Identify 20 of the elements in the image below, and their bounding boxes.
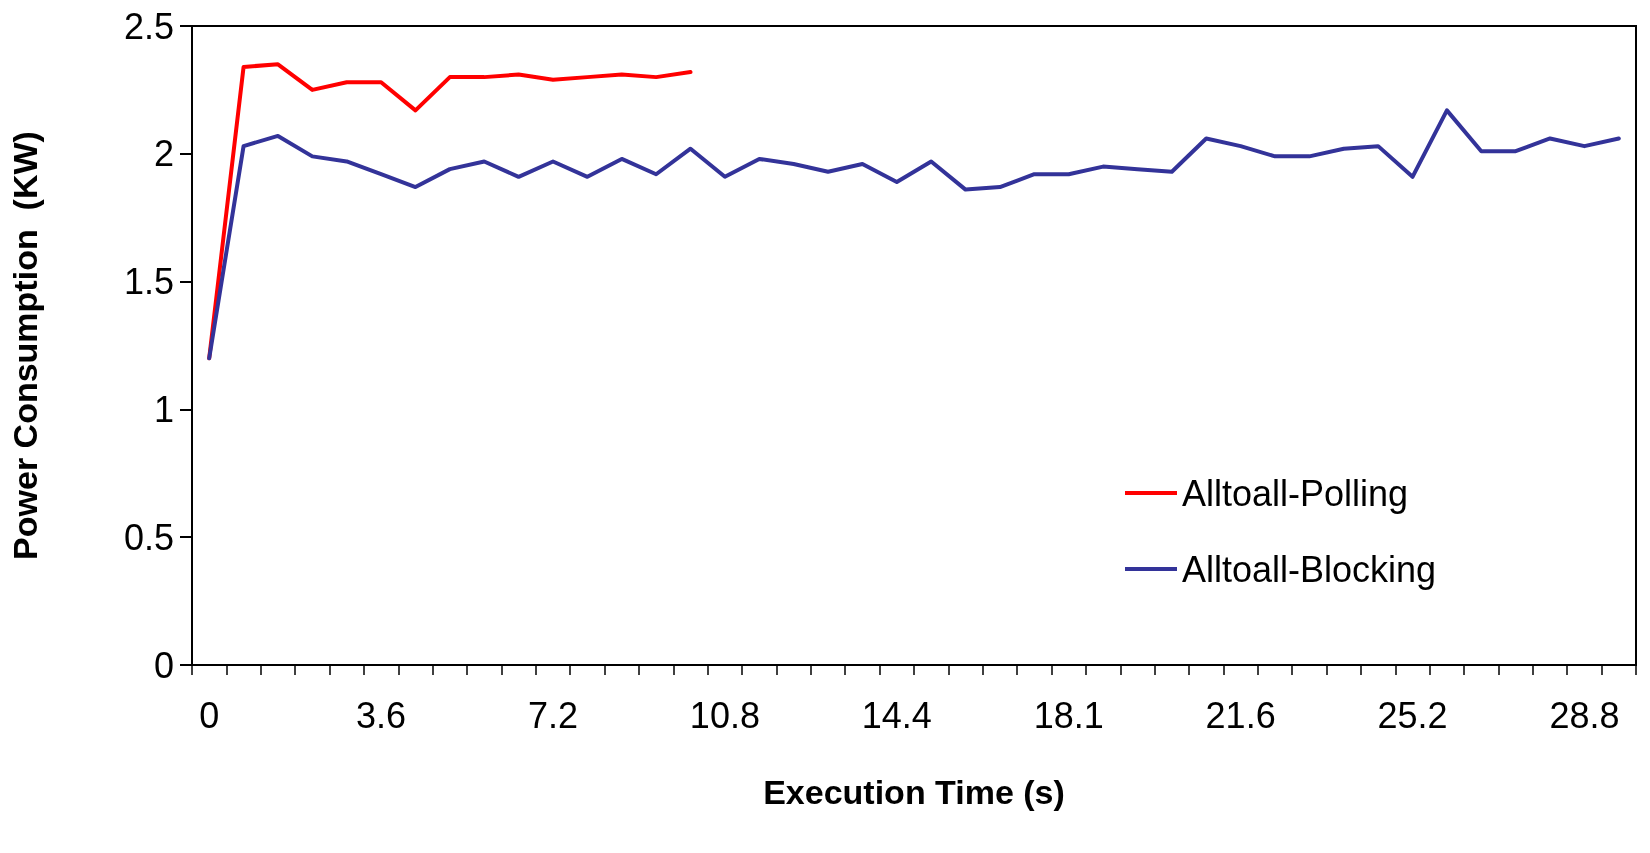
x-tick-label: 0 xyxy=(199,694,220,736)
y-tick-label: 0 xyxy=(153,644,174,686)
x-tick-label: 28.8 xyxy=(1549,694,1620,736)
x-tick-label: 21.6 xyxy=(1205,694,1276,736)
y-tick-label: 1 xyxy=(153,388,174,430)
legend-label: Alltoall-Blocking xyxy=(1182,548,1437,590)
line-series xyxy=(207,108,1621,361)
y-tick-label: 2.5 xyxy=(123,5,174,47)
x-axis-title: Execution Time (s) xyxy=(763,773,1065,811)
legend-label: Alltoall-Polling xyxy=(1182,472,1409,514)
x-tick-label: 7.2 xyxy=(527,694,579,736)
x-tick-label: 3.6 xyxy=(356,694,407,736)
y-tick-label: 0.5 xyxy=(123,516,174,558)
x-tick-label: 10.8 xyxy=(689,694,760,736)
y-axis-title: Power Consumption (KW) xyxy=(6,131,44,560)
x-tick-label: 25.2 xyxy=(1377,694,1448,736)
x-tick-label: 18.1 xyxy=(1033,694,1104,736)
y-tick-label: 1.5 xyxy=(123,261,174,303)
y-tick-label: 2 xyxy=(153,133,174,175)
x-tick-label: 14.4 xyxy=(861,694,932,736)
